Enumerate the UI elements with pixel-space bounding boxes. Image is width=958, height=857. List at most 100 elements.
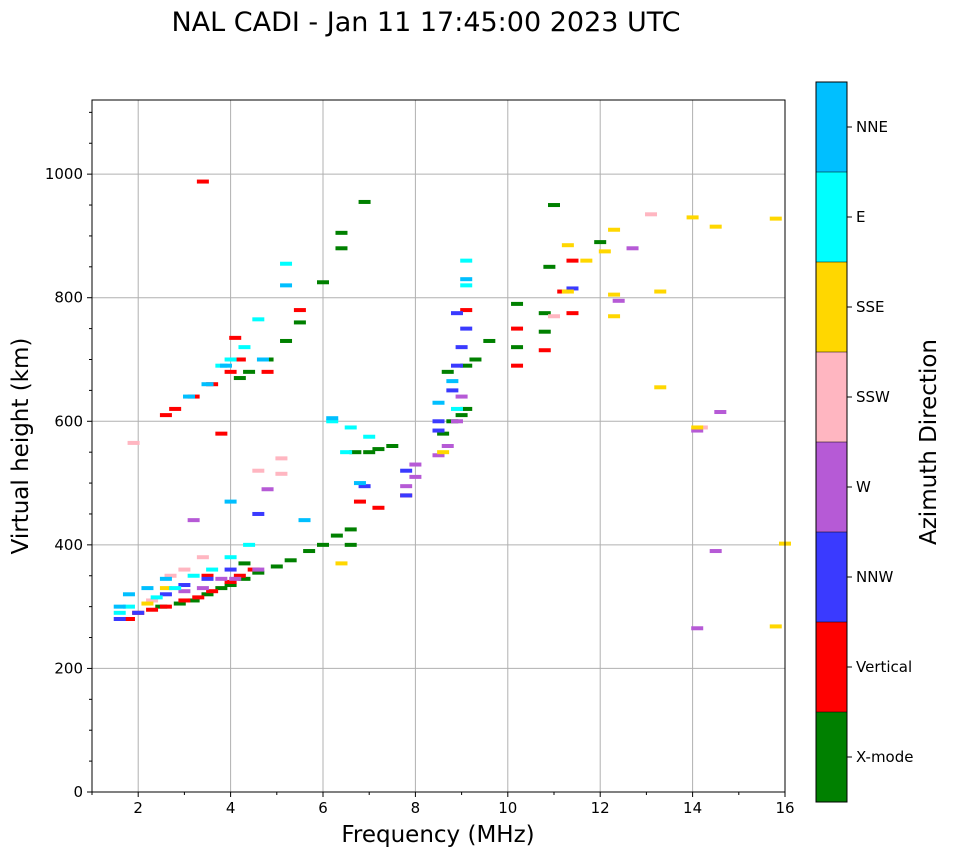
- data-point-x-mode: [511, 301, 524, 306]
- data-points: [113, 179, 791, 631]
- data-point-w: [261, 487, 274, 492]
- colorbar-segment: [816, 172, 847, 262]
- data-point-nne: [432, 400, 445, 405]
- data-point-nne: [141, 586, 154, 591]
- data-point-vertical: [229, 335, 242, 340]
- data-point-ssw: [645, 212, 658, 217]
- data-point-vertical: [201, 573, 214, 578]
- colorbar-label: X-mode: [856, 748, 913, 766]
- data-point-nne: [326, 416, 339, 421]
- data-point-sse: [769, 216, 782, 221]
- data-point-w: [432, 453, 445, 458]
- data-point-w: [178, 589, 191, 594]
- data-point-x-mode: [252, 570, 265, 575]
- data-point-vertical: [233, 357, 246, 362]
- data-point-w: [409, 474, 422, 479]
- data-point-w: [441, 444, 454, 448]
- data-point-x-mode: [344, 542, 357, 547]
- data-point-nnw: [460, 326, 473, 331]
- data-point-vertical: [146, 607, 159, 612]
- data-point-e: [150, 595, 163, 600]
- colorbar-label: W: [856, 478, 871, 496]
- data-point-vertical: [206, 589, 219, 594]
- colorbar-frame: [815, 81, 848, 803]
- data-point-w: [626, 246, 639, 251]
- data-point-x-mode: [543, 264, 556, 269]
- data-point-ssw: [548, 314, 560, 319]
- data-point-nne: [113, 604, 126, 609]
- data-point-ssw: [164, 573, 177, 578]
- data-point-nne: [298, 518, 311, 523]
- data-point-sse: [686, 215, 699, 220]
- data-point-e: [280, 261, 293, 266]
- data-point-e: [252, 317, 265, 322]
- data-point-nnw: [252, 511, 265, 516]
- data-point-nnw: [566, 286, 579, 291]
- data-point-x-mode: [372, 447, 385, 452]
- data-point-sse: [335, 561, 348, 566]
- data-point-x-mode: [317, 542, 329, 547]
- colorbar-label: SSE: [856, 298, 885, 316]
- data-point-x-mode: [270, 564, 283, 569]
- x-tick-label: 14: [683, 799, 702, 817]
- data-point-vertical: [233, 573, 246, 578]
- data-point-ssw: [127, 440, 140, 445]
- data-point-nnw: [450, 311, 463, 316]
- y-tick-label: 400: [54, 536, 83, 554]
- data-point-x-mode: [238, 561, 251, 566]
- data-point-x-mode: [330, 533, 343, 538]
- data-point-x-mode: [594, 240, 607, 245]
- data-point-sse: [654, 289, 667, 294]
- data-point-x-mode: [317, 280, 329, 285]
- data-point-sse: [598, 249, 611, 254]
- y-tick-label: 0: [73, 783, 83, 801]
- y-tick-label: 200: [54, 659, 83, 677]
- data-point-x-mode: [548, 203, 560, 208]
- data-point-w: [196, 586, 209, 591]
- data-point-nne: [224, 499, 237, 504]
- data-point-x-mode: [238, 576, 251, 581]
- data-point-vertical: [566, 311, 579, 316]
- data-point-ssw: [275, 471, 288, 476]
- data-point-w: [409, 462, 422, 467]
- x-tick-label: 12: [591, 799, 610, 817]
- colorbar-label: SSW: [856, 388, 890, 406]
- data-point-nne: [201, 382, 214, 387]
- data-point-nne: [460, 277, 473, 282]
- data-point-nnw: [224, 567, 237, 572]
- data-point-vertical: [293, 308, 306, 313]
- colorbar-segment: [816, 442, 847, 532]
- data-point-e: [243, 542, 256, 547]
- colorbar-segment: [816, 712, 847, 802]
- data-point-vertical: [159, 604, 172, 609]
- data-point-x-mode: [284, 558, 297, 563]
- colorbar-label: NNE: [856, 118, 888, 136]
- data-point-x-mode: [233, 376, 246, 381]
- data-point-x-mode: [280, 338, 293, 343]
- colorbar-segment: [816, 622, 847, 712]
- data-point-x-mode: [335, 246, 348, 251]
- data-point-x-mode: [349, 450, 362, 455]
- data-point-x-mode: [386, 444, 399, 448]
- data-point-vertical: [122, 617, 135, 621]
- data-point-sse: [691, 425, 704, 430]
- data-point-sse: [561, 289, 574, 294]
- y-axis-title: Virtual height (km): [8, 338, 34, 555]
- data-point-w: [252, 567, 265, 572]
- data-point-ssw: [146, 598, 159, 603]
- data-point-e: [187, 573, 200, 578]
- data-point-e: [326, 419, 339, 424]
- data-point-nnw: [159, 592, 172, 597]
- data-point-w: [691, 428, 704, 433]
- data-point-w: [455, 394, 468, 399]
- y-tick-label: 1000: [45, 165, 83, 183]
- data-point-x-mode: [201, 592, 214, 597]
- data-point-ssw: [275, 456, 288, 461]
- data-point-nnw: [455, 345, 468, 350]
- data-point-nnw: [400, 468, 413, 473]
- data-point-vertical: [372, 505, 385, 510]
- data-point-x-mode: [335, 230, 348, 235]
- colorbar-label: Vertical: [856, 658, 912, 676]
